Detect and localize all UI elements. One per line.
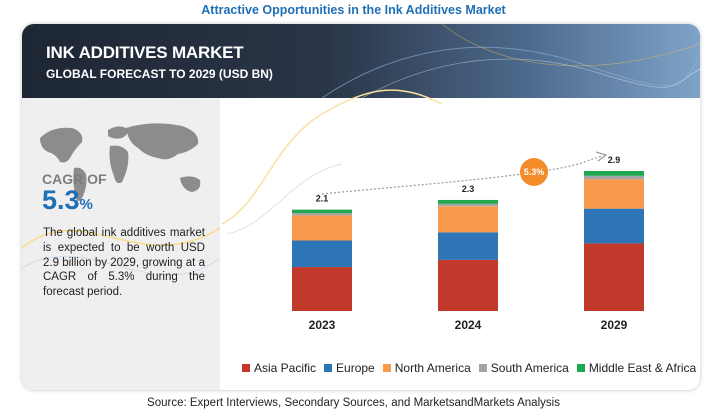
panel-swoosh xyxy=(22,227,220,276)
legend-label: Asia Pacific xyxy=(254,361,317,375)
x-tick-label: 2029 xyxy=(601,318,628,332)
market-description: The global ink additives market is expec… xyxy=(43,227,205,299)
cagr-unit: % xyxy=(79,196,93,213)
page-title: Attractive Opportunities in the Ink Addi… xyxy=(201,3,506,17)
bar-segment-2023-3 xyxy=(292,215,352,241)
legend-item: Europe xyxy=(324,361,375,375)
banner-decoration xyxy=(321,24,700,98)
infographic-card: INK ADDITIVES MARKET GLOBAL FORECAST TO … xyxy=(22,24,700,390)
banner-subtitle: GLOBAL FORECAST TO 2029 (USD BN) xyxy=(46,67,273,81)
world-map-icon xyxy=(40,123,201,201)
bar-total-label: 2.1 xyxy=(316,194,329,204)
legend-swatch xyxy=(576,364,585,372)
cagr-bubble-text: 5.3% xyxy=(524,167,545,177)
legend-label: North America xyxy=(394,361,471,375)
bar-segment-2029-3 xyxy=(584,179,644,209)
cagr-value: 5.3% xyxy=(42,185,93,216)
bar-segment-2024-3 xyxy=(438,206,498,233)
x-tick-label: 2024 xyxy=(455,318,482,332)
legend-label: Europe xyxy=(336,361,375,375)
bar-segment-2024-4 xyxy=(438,203,498,207)
legend-swatch xyxy=(382,364,391,372)
banner-title: INK ADDITIVES MARKET xyxy=(46,43,244,62)
stacked-bar-chart: 2.1 2023 2.3 2024 2.9 2029 5.3% xyxy=(221,89,644,332)
cagr-label: CAGR OF xyxy=(42,171,107,187)
legend-label: South America xyxy=(490,361,569,375)
cagr-bubble: 5.3% xyxy=(520,158,548,186)
legend-swatch xyxy=(242,364,250,372)
bar-segment-2024-2 xyxy=(438,232,498,260)
cagr-number: 5.3 xyxy=(42,185,80,215)
legend-label: Middle East & Africa xyxy=(588,361,697,375)
trend-line xyxy=(321,155,603,195)
legend-item: Middle East & Africa xyxy=(576,361,697,375)
trend-arrowhead xyxy=(595,151,608,162)
bar-segment-2024-5 xyxy=(438,199,498,204)
chart-swoosh xyxy=(221,89,443,225)
bar-segment-2029-1 xyxy=(584,243,644,311)
bar-segment-2024-1 xyxy=(438,259,498,311)
bar-segment-2029-5 xyxy=(584,171,644,176)
legend-item: Asia Pacific xyxy=(242,361,316,375)
legend-swatch xyxy=(478,364,487,372)
legend-item: North America xyxy=(382,361,471,375)
bar-segment-2029-2 xyxy=(584,208,644,244)
source-note: Source: Expert Interviews, Secondary Sou… xyxy=(147,397,560,409)
bar-segment-2023-5 xyxy=(292,209,352,213)
header-banner: INK ADDITIVES MARKET GLOBAL FORECAST TO … xyxy=(22,24,700,98)
legend-item: South America xyxy=(478,361,569,375)
chart-legend: Asia Pacific Europe North America South Ame… xyxy=(242,361,696,375)
summary-panel: CAGR OF 5.3% The global ink additives ma… xyxy=(22,98,220,390)
bar-segment-2023-4 xyxy=(292,213,352,216)
chart-swoosh-2 xyxy=(226,163,343,235)
bar-segment-2023-2 xyxy=(292,240,352,268)
bar-total-label: 2.3 xyxy=(462,184,475,194)
bar-segment-2023-1 xyxy=(292,267,352,311)
bars-group: 2.1 2023 2.3 2024 2.9 2029 xyxy=(292,155,644,332)
trend-arrow xyxy=(321,151,608,195)
legend-swatch xyxy=(324,364,333,372)
bar-total-label: 2.9 xyxy=(608,155,621,165)
x-tick-label: 2023 xyxy=(309,318,336,332)
bar-segment-2029-4 xyxy=(584,175,644,180)
